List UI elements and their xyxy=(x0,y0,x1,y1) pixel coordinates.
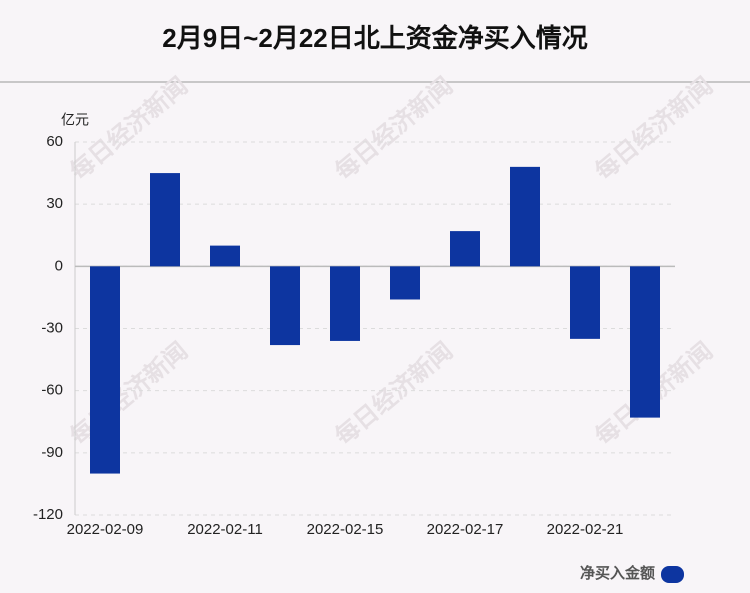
bar xyxy=(630,266,660,418)
x-tick-label: 2022-02-17 xyxy=(427,521,504,538)
y-tick-label: 30 xyxy=(46,195,63,212)
bar xyxy=(390,266,420,300)
x-tick-label: 2022-02-11 xyxy=(187,521,263,538)
bar xyxy=(330,266,360,341)
x-tick-label: 2022-02-21 xyxy=(547,521,624,538)
bar xyxy=(510,166,540,267)
y-tick-label: -60 xyxy=(41,382,63,399)
bar xyxy=(90,266,120,474)
y-tick-label: -120 xyxy=(33,506,63,523)
x-tick-label: 2022-02-15 xyxy=(307,521,384,538)
legend-label: 净买入金额 xyxy=(580,564,655,582)
bar xyxy=(210,245,240,267)
bar xyxy=(570,266,600,339)
x-tick-label: 2022-02-09 xyxy=(67,521,144,538)
chart-title: 2月9日~2月22日北上资金净买入情况 xyxy=(162,23,587,53)
bar xyxy=(450,231,480,267)
y-tick-label: 60 xyxy=(46,133,63,150)
legend-swatch xyxy=(661,566,684,583)
y-axis-label: 亿元 xyxy=(61,112,89,128)
bar xyxy=(150,173,180,267)
bar xyxy=(270,266,300,346)
y-tick-label: -30 xyxy=(41,319,63,336)
y-tick-label: -90 xyxy=(41,444,63,461)
y-tick-label: 0 xyxy=(55,257,63,274)
